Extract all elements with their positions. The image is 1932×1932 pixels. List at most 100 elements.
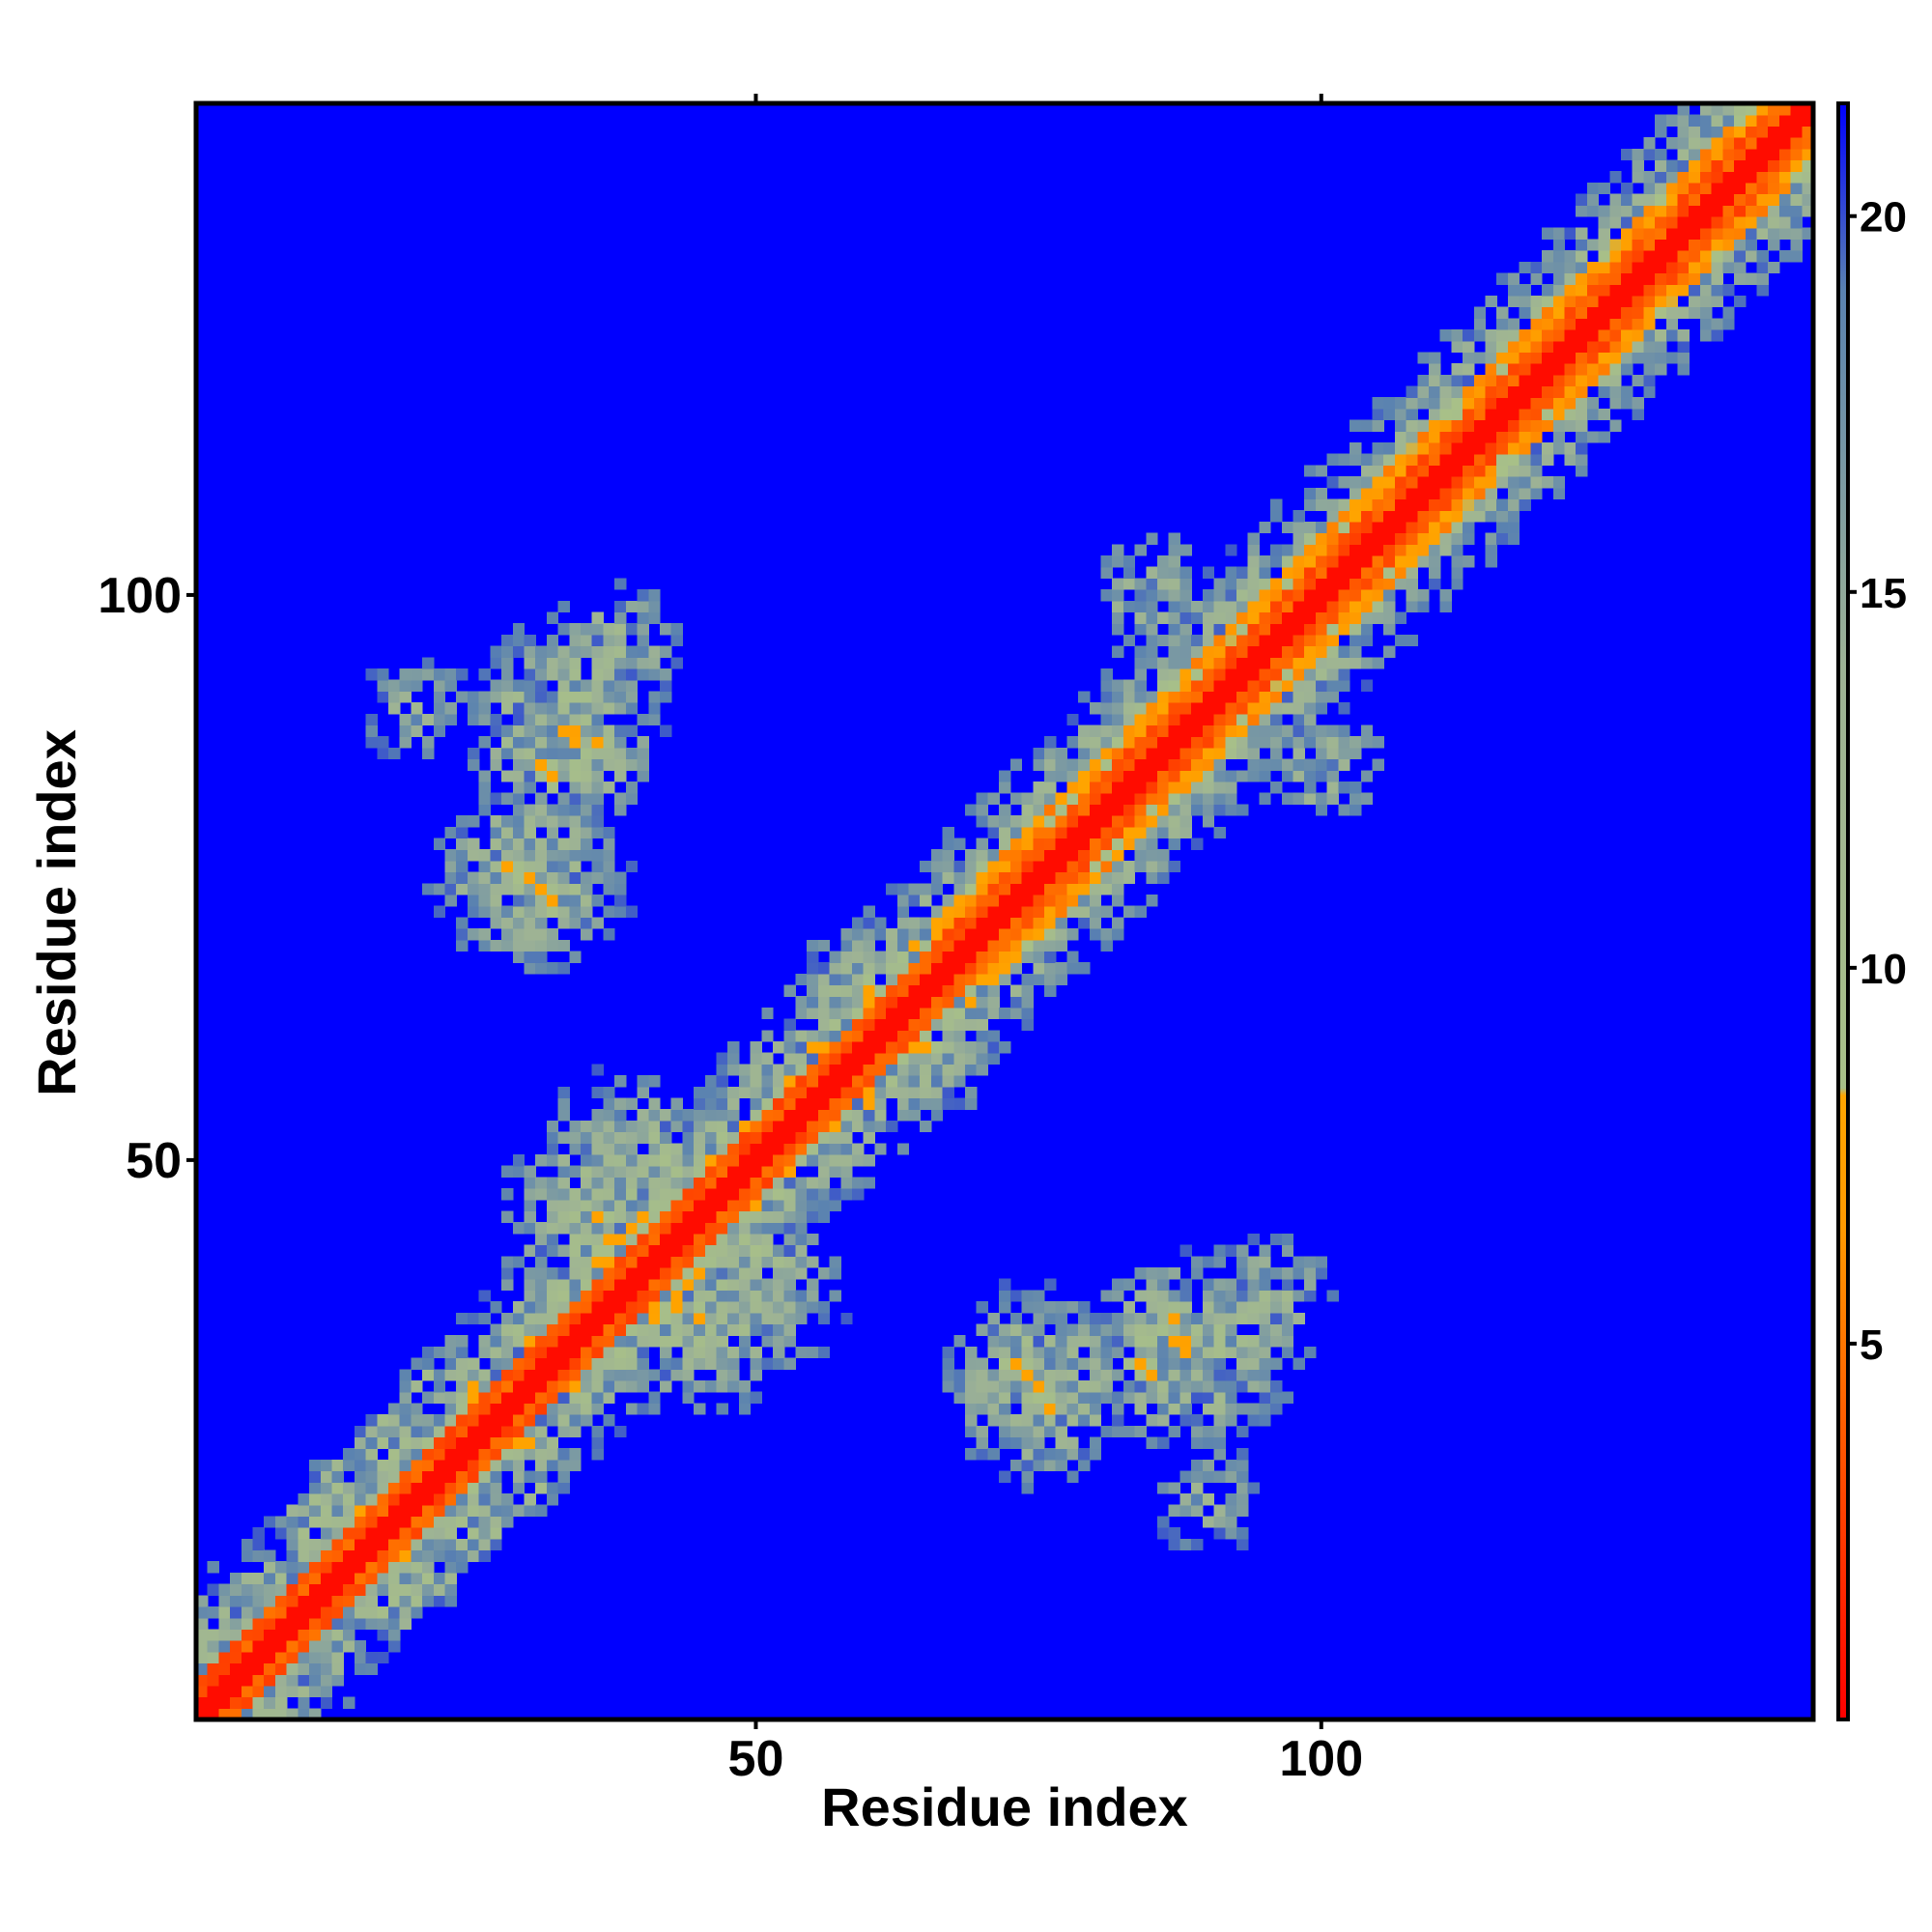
heatmap-cell xyxy=(1247,600,1260,613)
heatmap-cell xyxy=(886,984,898,997)
heatmap-cell xyxy=(999,1323,1011,1336)
heatmap-cell xyxy=(1439,476,1452,489)
heatmap-cell xyxy=(1304,578,1317,590)
heatmap-cell xyxy=(976,1007,989,1020)
heatmap-cell xyxy=(444,1448,457,1461)
heatmap-cell xyxy=(807,1210,819,1223)
heatmap-cell xyxy=(1756,114,1769,127)
heatmap-cell xyxy=(953,1335,966,1348)
heatmap-cell xyxy=(1100,668,1113,681)
heatmap-cell xyxy=(230,1572,242,1585)
heatmap-cell xyxy=(625,1323,639,1336)
heatmap-cell xyxy=(1281,1301,1294,1314)
heatmap-cell xyxy=(807,1007,819,1020)
heatmap-cell xyxy=(1078,871,1091,884)
heatmap-cell xyxy=(1236,1493,1249,1506)
heatmap-cell xyxy=(1542,227,1554,240)
heatmap-cell xyxy=(569,1222,582,1235)
heatmap-cell xyxy=(433,1414,446,1427)
heatmap-cell xyxy=(490,838,502,850)
heatmap-cell xyxy=(1134,1391,1147,1405)
heatmap-cell xyxy=(1078,860,1091,873)
heatmap-cell xyxy=(1338,724,1350,737)
heatmap-cell xyxy=(694,1154,706,1167)
heatmap-cell xyxy=(1157,679,1170,692)
heatmap-cell xyxy=(738,1312,752,1325)
heatmap-cell xyxy=(478,1346,491,1359)
heatmap-cell xyxy=(1247,578,1260,590)
heatmap-cell xyxy=(1542,328,1554,342)
heatmap-cell xyxy=(750,1357,762,1370)
heatmap-cell xyxy=(603,645,615,658)
heatmap-cell xyxy=(704,1086,718,1099)
heatmap-cell xyxy=(840,1018,853,1031)
heatmap-cell xyxy=(1350,476,1362,489)
heatmap-cell xyxy=(1360,792,1374,805)
heatmap-cell xyxy=(1315,758,1328,771)
heatmap-cell xyxy=(1552,431,1566,443)
heatmap-cell xyxy=(309,1651,322,1664)
heatmap-cell xyxy=(1711,193,1723,206)
heatmap-cell xyxy=(1598,431,1610,443)
heatmap-cell xyxy=(411,1538,423,1551)
heatmap-cell xyxy=(1033,1335,1045,1348)
heatmap-cell xyxy=(1620,318,1634,330)
heatmap-cell xyxy=(670,634,683,647)
heatmap-cell xyxy=(1179,589,1192,602)
heatmap-cell xyxy=(478,1470,491,1483)
heatmap-cell xyxy=(546,1436,559,1449)
heatmap-cell xyxy=(648,1290,661,1302)
heatmap-cell xyxy=(1146,623,1158,636)
heatmap-cell xyxy=(1473,328,1487,342)
heatmap-cell xyxy=(1360,544,1374,556)
heatmap-cell xyxy=(920,860,932,873)
heatmap-cell xyxy=(1236,1425,1249,1438)
heatmap-cell xyxy=(1383,397,1396,410)
heatmap-cell xyxy=(422,657,435,669)
heatmap-cell xyxy=(1055,1301,1067,1314)
heatmap-cell xyxy=(1293,645,1305,658)
heatmap-cell xyxy=(1033,939,1045,952)
heatmap-cell xyxy=(1168,1380,1181,1393)
heatmap-cell xyxy=(444,860,457,873)
heatmap-cell xyxy=(1394,487,1407,500)
heatmap-cell xyxy=(1315,1267,1328,1280)
heatmap-cell xyxy=(524,747,536,760)
heatmap-cell xyxy=(1598,250,1610,263)
heatmap-cell xyxy=(1009,1436,1023,1449)
heatmap-cell xyxy=(1689,227,1701,240)
heatmap-cell xyxy=(750,1154,762,1167)
heatmap-cell xyxy=(1100,1346,1113,1359)
heatmap-cell xyxy=(569,1380,582,1393)
heatmap-cell xyxy=(773,1177,785,1189)
heatmap-cell xyxy=(546,1210,559,1223)
heatmap-cell xyxy=(1350,623,1362,636)
heatmap-cell xyxy=(581,792,593,805)
heatmap-cell xyxy=(1021,928,1034,941)
heatmap-cell xyxy=(1122,905,1136,918)
heatmap-cell xyxy=(490,1425,502,1438)
heatmap-cell xyxy=(343,1629,355,1641)
heatmap-cell xyxy=(343,1572,355,1585)
heatmap-cell xyxy=(1202,589,1215,602)
heatmap-cell xyxy=(399,1595,412,1607)
heatmap-cell xyxy=(1270,498,1283,511)
heatmap-cell xyxy=(196,1629,209,1641)
heatmap-cell xyxy=(783,1188,797,1201)
heatmap-cell xyxy=(309,1606,322,1619)
heatmap-cell xyxy=(1530,487,1543,500)
heatmap-cell xyxy=(1191,724,1204,737)
heatmap-cell xyxy=(637,1177,649,1189)
heatmap-cell xyxy=(1100,554,1113,568)
heatmap-cell xyxy=(953,1018,966,1031)
heatmap-cell xyxy=(501,657,514,669)
heatmap-cell xyxy=(524,1357,536,1370)
heatmap-cell xyxy=(433,1448,446,1461)
heatmap-cell xyxy=(648,1323,661,1336)
heatmap-cell xyxy=(1009,1323,1023,1336)
heatmap-cell xyxy=(581,905,593,918)
heatmap-cell xyxy=(659,668,672,681)
heatmap-cell xyxy=(1134,713,1147,726)
heatmap-cell xyxy=(1507,318,1520,330)
heatmap-cell xyxy=(1033,815,1045,828)
